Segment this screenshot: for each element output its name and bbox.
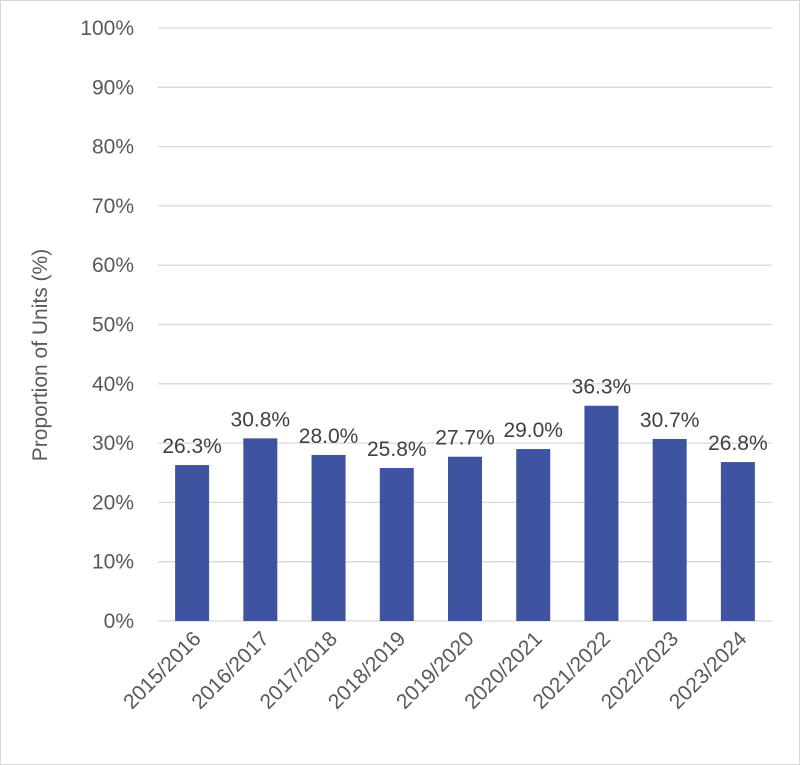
y-tick-label: 20% <box>92 491 134 514</box>
y-axis-title: Proportion of Units (%) <box>29 249 52 461</box>
y-tick-label: 40% <box>92 373 134 396</box>
bar <box>584 405 619 621</box>
bar-value-label: 26.3% <box>162 435 222 458</box>
bar <box>652 438 687 621</box>
y-tick-label: 70% <box>92 195 134 218</box>
y-tick-label: 50% <box>92 314 134 337</box>
y-tick-label: 100% <box>80 17 134 40</box>
y-tick-label: 10% <box>92 551 134 574</box>
bar-value-label: 25.8% <box>367 438 427 461</box>
y-tick-label: 0% <box>104 610 134 633</box>
bar-value-label: 27.7% <box>435 427 495 450</box>
bars <box>175 405 755 621</box>
bar-value-label: 36.3% <box>572 376 632 399</box>
bar <box>175 465 210 621</box>
y-axis-ticks: 0% 10% 20% 30% 40% 50% 60% 70% 80% 90% 100% <box>80 17 134 633</box>
bar <box>379 468 414 621</box>
bar-value-label: 30.7% <box>640 409 700 432</box>
y-tick-label: 60% <box>92 254 134 277</box>
y-tick-label: 90% <box>92 76 134 99</box>
bar-value-label: 29.0% <box>503 419 563 442</box>
bar <box>516 449 551 621</box>
bar-value-label: 28.0% <box>299 425 359 448</box>
bar <box>311 454 346 621</box>
data-labels: 26.3% 30.8% 28.0% 25.8% 27.7% 29.0% 36.3% 30.7%… <box>162 376 767 461</box>
bar-value-label: 30.8% <box>231 408 291 431</box>
x-axis-ticks: 2015/20162016/20172017/20182018/20192019… <box>119 627 751 714</box>
bar <box>243 438 278 621</box>
bar-value-label: 26.8% <box>708 432 768 455</box>
bar <box>720 462 755 621</box>
y-tick-label: 80% <box>92 136 134 159</box>
y-tick-label: 30% <box>92 432 134 455</box>
bar <box>448 456 482 621</box>
